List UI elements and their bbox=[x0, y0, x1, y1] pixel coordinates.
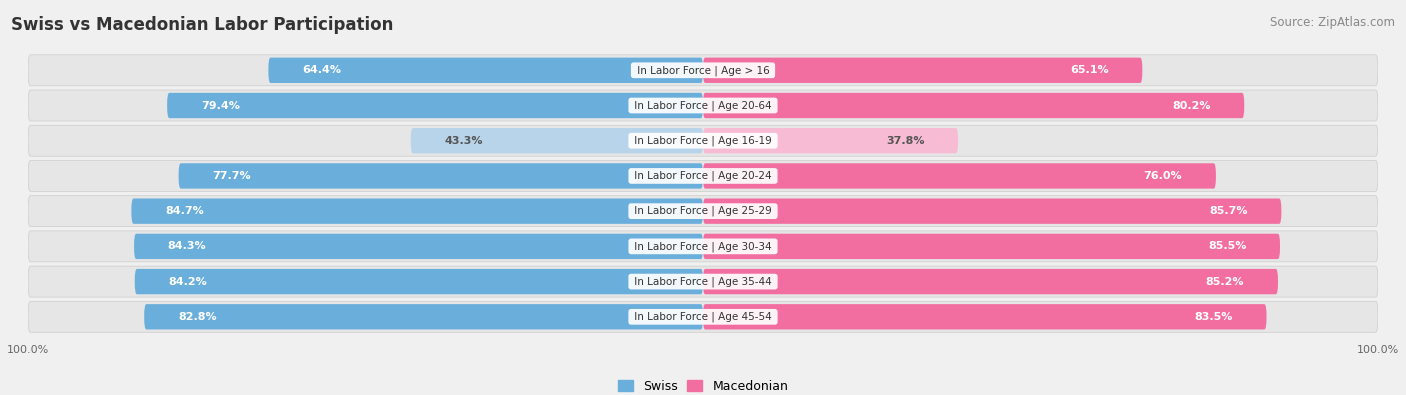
FancyBboxPatch shape bbox=[28, 196, 1378, 227]
FancyBboxPatch shape bbox=[703, 304, 1267, 329]
Text: 76.0%: 76.0% bbox=[1143, 171, 1182, 181]
FancyBboxPatch shape bbox=[28, 125, 1378, 156]
Text: In Labor Force | Age 16-19: In Labor Force | Age 16-19 bbox=[631, 135, 775, 146]
Text: In Labor Force | Age 20-64: In Labor Force | Age 20-64 bbox=[631, 100, 775, 111]
FancyBboxPatch shape bbox=[411, 128, 703, 153]
FancyBboxPatch shape bbox=[179, 163, 703, 189]
FancyBboxPatch shape bbox=[28, 55, 1378, 86]
Text: In Labor Force | Age 45-54: In Labor Force | Age 45-54 bbox=[631, 312, 775, 322]
Text: 65.1%: 65.1% bbox=[1070, 65, 1108, 75]
Text: 84.3%: 84.3% bbox=[167, 241, 207, 251]
FancyBboxPatch shape bbox=[131, 198, 703, 224]
Text: 84.7%: 84.7% bbox=[165, 206, 204, 216]
Text: 82.8%: 82.8% bbox=[179, 312, 217, 322]
Text: In Labor Force | Age 35-44: In Labor Force | Age 35-44 bbox=[631, 276, 775, 287]
Text: Swiss vs Macedonian Labor Participation: Swiss vs Macedonian Labor Participation bbox=[11, 16, 394, 34]
FancyBboxPatch shape bbox=[28, 231, 1378, 262]
Legend: Swiss, Macedonian: Swiss, Macedonian bbox=[613, 375, 793, 395]
FancyBboxPatch shape bbox=[703, 198, 1281, 224]
Text: Source: ZipAtlas.com: Source: ZipAtlas.com bbox=[1270, 16, 1395, 29]
Text: 84.2%: 84.2% bbox=[169, 276, 207, 287]
FancyBboxPatch shape bbox=[28, 90, 1378, 121]
FancyBboxPatch shape bbox=[28, 160, 1378, 192]
Text: 85.5%: 85.5% bbox=[1208, 241, 1246, 251]
FancyBboxPatch shape bbox=[28, 266, 1378, 297]
Text: In Labor Force | Age 30-34: In Labor Force | Age 30-34 bbox=[631, 241, 775, 252]
Text: 77.7%: 77.7% bbox=[212, 171, 252, 181]
Text: 85.7%: 85.7% bbox=[1209, 206, 1247, 216]
Text: In Labor Force | Age > 16: In Labor Force | Age > 16 bbox=[634, 65, 772, 75]
Text: 85.2%: 85.2% bbox=[1206, 276, 1244, 287]
Text: 43.3%: 43.3% bbox=[444, 136, 484, 146]
FancyBboxPatch shape bbox=[703, 269, 1278, 294]
Text: 64.4%: 64.4% bbox=[302, 65, 342, 75]
FancyBboxPatch shape bbox=[269, 58, 703, 83]
FancyBboxPatch shape bbox=[703, 234, 1279, 259]
Text: In Labor Force | Age 25-29: In Labor Force | Age 25-29 bbox=[631, 206, 775, 216]
FancyBboxPatch shape bbox=[703, 128, 957, 153]
FancyBboxPatch shape bbox=[703, 58, 1142, 83]
FancyBboxPatch shape bbox=[703, 163, 1216, 189]
FancyBboxPatch shape bbox=[135, 269, 703, 294]
FancyBboxPatch shape bbox=[28, 301, 1378, 332]
FancyBboxPatch shape bbox=[145, 304, 703, 329]
Text: 37.8%: 37.8% bbox=[886, 136, 924, 146]
Text: 79.4%: 79.4% bbox=[201, 100, 240, 111]
Text: 80.2%: 80.2% bbox=[1173, 100, 1211, 111]
FancyBboxPatch shape bbox=[703, 93, 1244, 118]
FancyBboxPatch shape bbox=[167, 93, 703, 118]
Text: In Labor Force | Age 20-24: In Labor Force | Age 20-24 bbox=[631, 171, 775, 181]
Text: 83.5%: 83.5% bbox=[1195, 312, 1233, 322]
FancyBboxPatch shape bbox=[134, 234, 703, 259]
